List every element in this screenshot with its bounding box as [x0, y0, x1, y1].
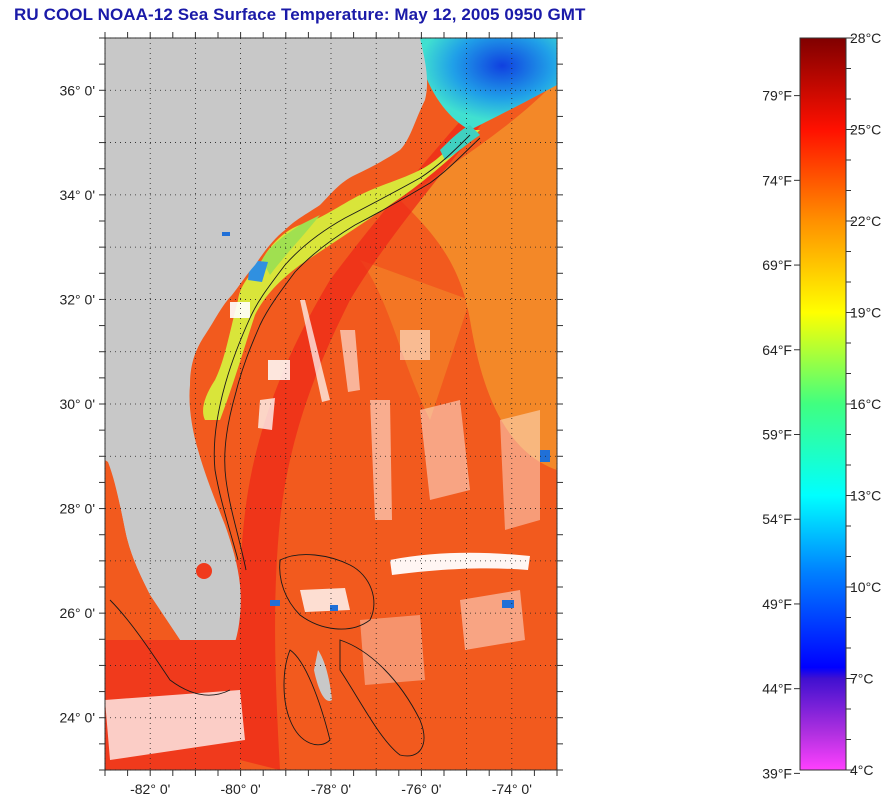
lon-tick-labels: -82° 0' -80° 0' -78° 0' -76° 0' -74° 0'	[130, 781, 532, 797]
shelf-green	[262, 215, 320, 275]
colorbar-fahrenheit-label: 54°F	[762, 511, 792, 527]
lon-tick-label: -82° 0'	[130, 781, 170, 797]
colorbar-fahrenheit-label: 59°F	[762, 427, 792, 443]
lon-tick-label: -78° 0'	[311, 781, 351, 797]
colorbar-fahrenheit-label: 79°F	[762, 88, 792, 104]
colorbar-fahrenheit-label: 69°F	[762, 257, 792, 273]
colorbar-ticks	[846, 37, 854, 771]
colorbar-celsius-labels: 28°C 25°C 22°C 19°C 16°C 13°C 10°C 7°C 4°C	[850, 30, 881, 778]
colorbar-fahrenheit-label: 44°F	[762, 681, 792, 697]
lon-tick-label: -76° 0'	[401, 781, 441, 797]
colorbar-celsius-label: 19°C	[850, 305, 881, 321]
lat-tick-label: 24° 0'	[59, 710, 95, 726]
colorbar	[799, 37, 847, 771]
page-title: RU COOL NOAA-12 Sea Surface Temperature:…	[14, 5, 586, 24]
colorbar-celsius-label: 4°C	[850, 762, 874, 778]
offshore-orange	[400, 80, 557, 470]
colorbar-celsius-label: 22°C	[850, 213, 881, 229]
lon-tick-label: -74° 0'	[492, 781, 532, 797]
colorbar-fahrenheit-label: 39°F	[762, 765, 792, 781]
cold-water-north	[420, 38, 557, 130]
lon-tick-label: -80° 0'	[221, 781, 261, 797]
colorbar-fahrenheit-label: 49°F	[762, 596, 792, 612]
lat-tick-label: 26° 0'	[59, 605, 95, 621]
colorbar-fahrenheit-label: 64°F	[762, 342, 792, 358]
colorbar-fahrenheit-label: 74°F	[762, 172, 792, 188]
lat-tick-label: 28° 0'	[59, 501, 95, 517]
colorbar-celsius-label: 28°C	[850, 30, 881, 46]
colorbar-celsius-label: 7°C	[850, 671, 874, 687]
colorbar-celsius-label: 25°C	[850, 122, 881, 138]
lat-tick-label: 32° 0'	[59, 291, 95, 307]
land-andros	[314, 650, 332, 701]
lat-tick-label: 30° 0'	[59, 396, 95, 412]
colorbar-fahrenheit-labels: 79°F 74°F 69°F 64°F 59°F 54°F 49°F 44°F 39°F	[762, 88, 800, 781]
lat-tick-label: 34° 0'	[59, 187, 95, 203]
lat-tick-label: 36° 0'	[59, 82, 95, 98]
gulf-stream-core	[239, 110, 485, 770]
colorbar-celsius-label: 16°C	[850, 396, 881, 412]
lake-okeechobee	[196, 563, 212, 579]
colorbar-celsius-label: 13°C	[850, 488, 881, 504]
colorbar-celsius-label: 10°C	[850, 579, 881, 595]
gulf-west	[105, 460, 180, 640]
lat-tick-labels: 36° 0' 34° 0' 32° 0' 30° 0' 28° 0' 26° 0' 24° …	[59, 82, 95, 725]
map-grid	[99, 32, 563, 776]
